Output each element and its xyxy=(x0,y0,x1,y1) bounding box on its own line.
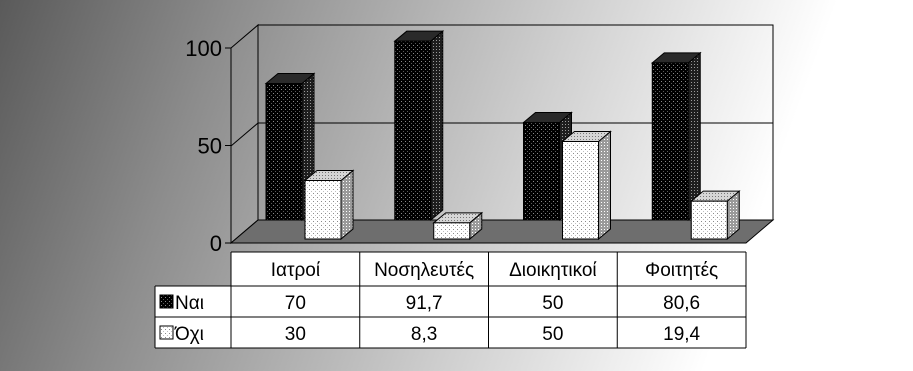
data-label: 50 xyxy=(542,293,563,314)
bar-front xyxy=(562,141,599,240)
bar-yes xyxy=(393,30,445,222)
y-tick-label: 100 xyxy=(185,36,222,61)
category-label: Ιατροί xyxy=(271,260,321,281)
bar-no xyxy=(432,211,484,241)
bar-side xyxy=(430,30,444,222)
bar-front xyxy=(304,180,342,240)
legend-key xyxy=(159,325,174,340)
data-label: 30 xyxy=(285,324,306,345)
data-label: 91,7 xyxy=(406,293,443,314)
bar-no xyxy=(689,190,741,241)
data-label: 80,6 xyxy=(663,293,700,314)
bar-front xyxy=(523,122,560,221)
data-label: 8,3 xyxy=(411,324,437,345)
bar-no xyxy=(303,169,355,241)
data-label: 19,4 xyxy=(663,324,700,345)
y-tick-label: 0 xyxy=(210,231,222,256)
bar-side xyxy=(598,130,611,241)
category-label: Διοικητικοί xyxy=(509,260,597,281)
bars xyxy=(264,30,741,241)
data-table: Ιατροί Νοσηλευτές Διοικητικοί Φοιτητές Ναι 70… xyxy=(154,251,747,349)
legend-label: Ναι xyxy=(175,293,204,314)
bar-front xyxy=(433,222,471,240)
data-label: 50 xyxy=(542,324,563,345)
bar-yes xyxy=(650,51,702,222)
floor xyxy=(229,219,775,244)
bar-front xyxy=(265,83,303,221)
y-tick-label: 50 xyxy=(198,134,222,159)
y-axis: 0 50 100 xyxy=(185,36,231,256)
plot-area xyxy=(229,23,775,245)
gridline-50 xyxy=(230,122,259,147)
category-label: Νοσηλευτές xyxy=(374,260,474,281)
category-label: Φοιτητές xyxy=(645,260,718,281)
bar-front xyxy=(651,62,689,221)
legend-key xyxy=(159,294,174,309)
data-label: 70 xyxy=(285,293,306,314)
bar-side xyxy=(340,169,354,241)
bar-front xyxy=(690,200,728,240)
bar-no xyxy=(561,130,612,241)
legend-label: Όχι xyxy=(174,324,204,345)
bar-front xyxy=(394,40,432,221)
